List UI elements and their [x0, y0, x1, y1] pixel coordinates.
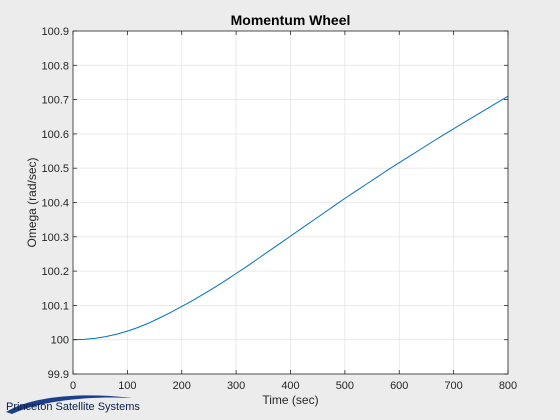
y-tick-label: 100.5: [41, 163, 69, 175]
y-tick-label: 100.6: [41, 129, 69, 141]
tick-layer: 0 100 200 300 400 500 600 700 800 99.9 100 100.1 100…: [41, 26, 517, 392]
x-tick-label: 400: [281, 380, 299, 392]
y-tick-label: 100.7: [41, 95, 69, 107]
x-tick-label: 0: [70, 380, 76, 392]
omega-series-line: [72, 95, 509, 341]
x-tick-label: 300: [227, 380, 245, 392]
x-tick-label: 700: [444, 380, 462, 392]
y-tick-label: 100.9: [41, 26, 69, 38]
x-axis-label: Time (sec): [262, 393, 318, 407]
y-axis-label: Omega (rad/sec): [25, 157, 39, 247]
princeton-logo-swoosh: [6, 395, 132, 414]
y-tick-label: 100.3: [41, 232, 69, 244]
y-tick-label: 100.8: [41, 60, 69, 72]
logo-text: Princeton Satellite Systems: [6, 401, 140, 413]
x-tick-label: 500: [336, 380, 354, 392]
y-tick-label: 100.1: [41, 300, 69, 312]
series-layer: [72, 95, 509, 341]
x-tick-label: 800: [499, 380, 517, 392]
chart-title: Momentum Wheel: [231, 12, 351, 28]
y-tick-label: 100: [51, 335, 69, 347]
x-tick-label: 200: [173, 380, 191, 392]
y-tick-label: 99.9: [48, 369, 69, 381]
y-tick-label: 100.2: [41, 266, 69, 278]
y-tick-label: 100.4: [41, 198, 69, 210]
x-tick-label: 100: [118, 380, 136, 392]
x-tick-label: 600: [390, 380, 408, 392]
